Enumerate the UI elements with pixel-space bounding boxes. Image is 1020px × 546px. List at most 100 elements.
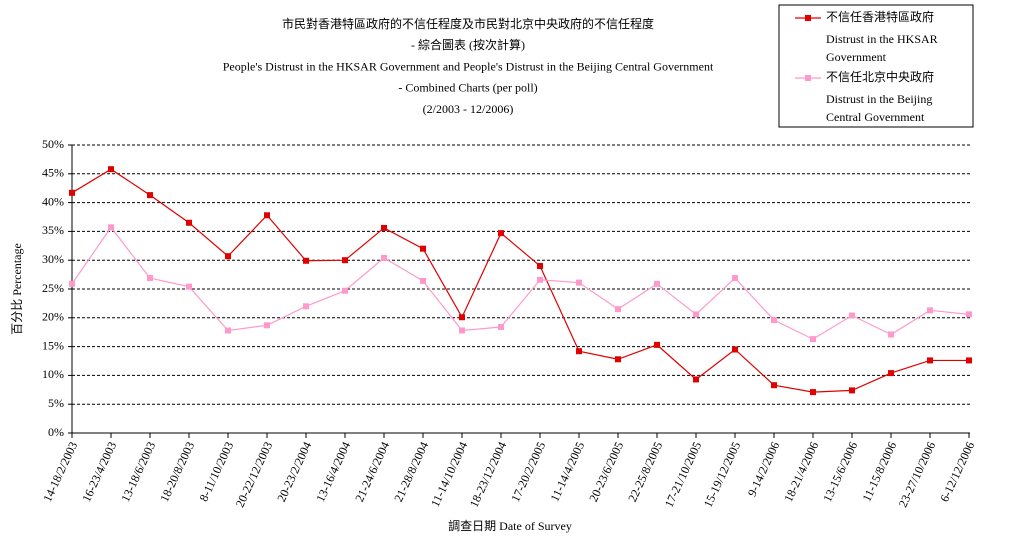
series-line: [71, 168, 969, 393]
y-tick-label: 5%: [48, 396, 64, 410]
chart-title: - Combined Charts (per poll): [398, 81, 537, 95]
x-tick-label: 13-18/6/2003: [118, 440, 158, 505]
x-tick-label: 17-21/10/2005: [662, 440, 705, 510]
point-marker: [342, 287, 348, 294]
point-marker: [147, 275, 153, 282]
point-marker: [69, 280, 75, 287]
point-marker: [225, 253, 231, 260]
point-marker: [771, 317, 777, 324]
point-marker: [849, 312, 855, 319]
y-tick-label: 35%: [42, 223, 64, 237]
point-marker: [615, 306, 621, 313]
legend-label: 不信任北京中央政府: [826, 69, 934, 84]
point-marker: [927, 307, 933, 314]
x-tick-label: 14-18/2/2003: [40, 440, 80, 505]
point-marker: [459, 327, 465, 334]
chart-title: 市民對香港特區政府的不信任程度及市民對北京中央政府的不信任程度: [282, 16, 654, 31]
point-marker: [225, 327, 231, 334]
x-axis-label: 調查日期 Date of Survey: [448, 519, 572, 533]
point-marker: [381, 254, 387, 261]
point-marker: [927, 357, 933, 364]
point-marker: [420, 277, 426, 284]
y-tick-label: 30%: [42, 252, 64, 266]
point-marker: [888, 331, 894, 338]
point-marker: [654, 341, 660, 348]
x-tick-label: 20-23/6/2005: [586, 440, 626, 505]
point-marker: [771, 382, 777, 389]
point-marker: [147, 192, 153, 199]
point-marker: [693, 311, 699, 318]
x-tick-label: 11-14/10/2004: [428, 440, 470, 510]
legend-box: [778, 4, 974, 128]
point-marker: [108, 166, 114, 173]
x-tick-label: 18-23/12/2004: [467, 440, 510, 510]
legend-marker: [805, 15, 811, 21]
point-marker: [264, 212, 270, 219]
legend-label: Government: [826, 50, 887, 64]
point-marker: [303, 303, 309, 310]
x-tick-label: 20-22/12/2003: [233, 440, 276, 510]
x-tick-label: 17-20/2/2005: [508, 440, 548, 505]
chart-title: - 綜合圖表 (按次計算): [411, 37, 525, 52]
point-marker: [420, 245, 426, 252]
x-tick-label: 18-20/8/2003: [157, 440, 197, 505]
y-tick-label: 15%: [42, 338, 64, 352]
point-marker: [303, 257, 309, 264]
y-tick-label: 20%: [42, 310, 64, 324]
chart-title: People's Distrust in the HKSAR Governmen…: [223, 59, 714, 73]
point-marker: [654, 280, 660, 287]
point-marker: [342, 257, 348, 264]
x-tick-label: 16-23/4/2003: [79, 440, 119, 505]
x-tick-label: 8-11/10/2003: [196, 440, 236, 504]
series-line: [71, 226, 970, 340]
x-tick-label: 6-12/12/2006: [937, 440, 977, 505]
point-marker: [459, 314, 465, 321]
x-tick-label: 13-15/6/2006: [820, 440, 860, 505]
x-tick-label: 22-25/8/2005: [625, 440, 665, 505]
point-marker: [576, 279, 582, 286]
x-tick-label: 21-28/8/2004: [391, 440, 431, 505]
y-tick-label: 25%: [42, 281, 64, 295]
point-marker: [69, 189, 75, 196]
x-tick-label: 18-21/4/2006: [781, 440, 821, 505]
point-marker: [108, 224, 114, 231]
point-marker: [693, 376, 699, 383]
point-marker: [849, 387, 855, 394]
point-marker: [498, 324, 504, 331]
x-tick-label: 21-24/6/2004: [352, 440, 392, 505]
point-marker: [537, 262, 543, 269]
point-marker: [264, 322, 270, 329]
point-marker: [537, 276, 543, 283]
x-tick-label: 9-14/2/2006: [745, 440, 782, 499]
point-marker: [381, 224, 387, 231]
x-tick-label: 23-27/10/2006: [896, 440, 939, 510]
x-tick-label: 11-15/8/2006: [859, 440, 899, 504]
y-tick-label: 45%: [42, 166, 64, 180]
point-marker: [810, 336, 816, 343]
point-marker: [732, 275, 738, 282]
point-marker: [966, 311, 972, 318]
legend-label: Distrust in the Beijing: [826, 92, 932, 106]
point-marker: [732, 346, 738, 353]
point-marker: [186, 219, 192, 226]
chart-title: (2/2003 - 12/2006): [423, 102, 514, 116]
point-marker: [498, 230, 504, 237]
point-marker: [186, 283, 192, 290]
x-tick-label: 11-14/4/2005: [547, 440, 587, 504]
point-marker: [576, 348, 582, 355]
x-tick-label: 13-16/4/2004: [313, 440, 353, 505]
legend-label: Central Government: [826, 110, 925, 124]
point-marker: [888, 370, 894, 377]
y-axis-label: 百分比 Percentage: [10, 243, 24, 335]
legend-label: Distrust in the HKSAR: [826, 32, 938, 46]
x-tick-label: 20-23/2/2004: [274, 440, 314, 505]
y-tick-label: 0%: [48, 425, 64, 439]
point-marker: [966, 357, 972, 364]
y-tick-label: 40%: [42, 194, 64, 208]
y-tick-label: 10%: [42, 367, 64, 381]
x-tick-label: 15-19/12/2005: [701, 440, 744, 510]
point-marker: [810, 389, 816, 396]
y-tick-label: 50%: [42, 137, 64, 151]
point-marker: [615, 356, 621, 363]
